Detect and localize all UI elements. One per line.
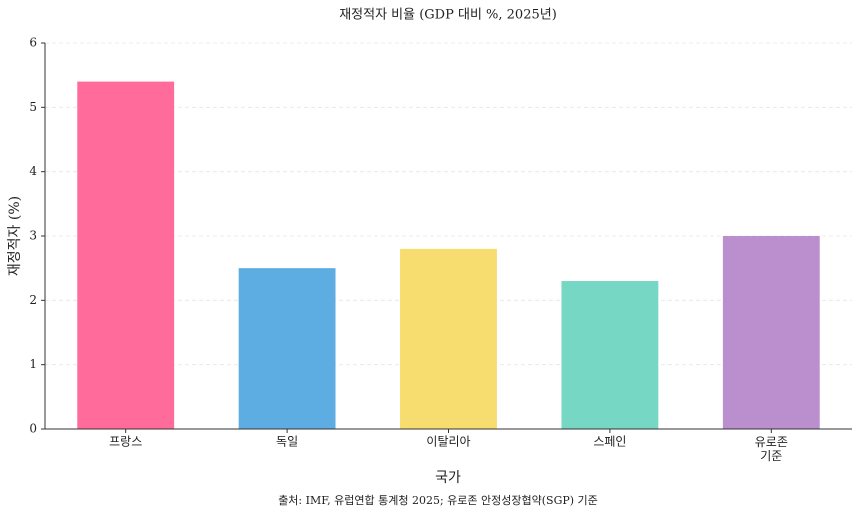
x-axis-label: 국가	[435, 470, 461, 486]
y-tick-label: 1	[29, 357, 37, 371]
source-note: 출처: IMF, 유럽연합 통계청 2025; 유로존 안정성장협약(SGP) …	[278, 493, 598, 507]
y-tick-label: 3	[29, 229, 37, 243]
y-tick-label: 5	[29, 100, 37, 114]
y-tick-label: 2	[29, 293, 37, 307]
x-tick-label: 유로존 기준	[755, 435, 788, 463]
y-tick-label: 0	[29, 422, 37, 436]
bar	[722, 236, 820, 429]
bar	[400, 248, 497, 429]
bar	[77, 81, 175, 429]
chart-title: 재정적자 비율 (GDP 대비 %, 2025년)	[339, 8, 557, 23]
bar	[238, 268, 336, 429]
y-axis-label: 재정적자 (%)	[7, 196, 23, 276]
y-tick-label: 4	[29, 164, 37, 178]
x-tick-label: 프랑스	[109, 435, 142, 449]
x-tick-label: 독일	[276, 435, 298, 449]
x-tick-label: 스페인	[593, 435, 626, 449]
y-tick-label: 6	[29, 36, 37, 50]
bar	[561, 281, 659, 429]
x-tick-label: 이탈리아	[426, 435, 470, 449]
